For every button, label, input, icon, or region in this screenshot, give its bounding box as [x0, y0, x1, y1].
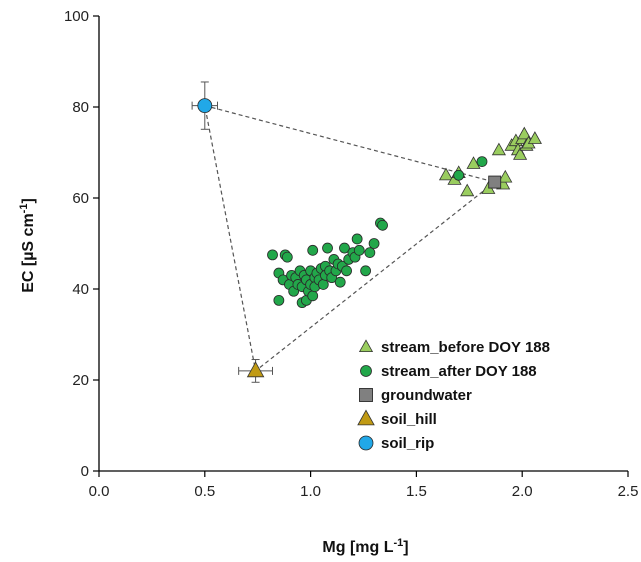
stream-after-point: [453, 169, 465, 181]
legend-marker-soil-hill: [357, 409, 375, 426]
stream-after-point: [339, 242, 350, 254]
stream-after-point: [341, 265, 352, 277]
stream-after-point: [281, 251, 293, 263]
legend-marker-stream-after: [360, 365, 372, 377]
stream-before-point: [438, 167, 454, 181]
stream-after-point: [307, 290, 319, 302]
y-axis-title: EC [µS cm-1]: [18, 198, 37, 293]
y-tick-label: 60: [72, 190, 89, 207]
stream-before-point: [466, 156, 481, 169]
legend-label: stream_after DOY 188: [381, 363, 537, 380]
mixing-triangle: [204, 104, 497, 372]
stream-after-point: [322, 242, 333, 254]
x-axis-title: Mg [mg L-1]: [322, 537, 408, 556]
stream-before-point: [498, 169, 513, 183]
stream-after-point: [267, 249, 278, 261]
stream-before-point: [491, 142, 506, 156]
y-tick-label: 40: [72, 281, 89, 298]
soil-rip-point: [197, 98, 213, 114]
stream-after-point: [377, 219, 388, 231]
x-tick-label: 1.5: [406, 483, 427, 500]
legend-marker-groundwater: [359, 388, 373, 402]
legend-marker-stream-before: [358, 339, 374, 353]
x-tick-label: 1.0: [300, 483, 321, 500]
stream-before-point: [527, 131, 542, 144]
legend-marker-soil-rip: [358, 435, 374, 451]
end-members: [191, 81, 502, 383]
legend-label: soil_hill: [381, 411, 437, 428]
legend: stream_before DOY 188 stream_after DOY 18…: [357, 339, 550, 452]
stream-after-point: [368, 238, 380, 249]
y-tick-label: 0: [81, 463, 89, 480]
legend-label: groundwater: [381, 387, 472, 404]
data-points: [267, 126, 542, 309]
stream-after-point: [273, 294, 285, 306]
stream-after-point: [364, 247, 376, 259]
stream-after-point: [334, 276, 346, 288]
stream-after-point: [353, 244, 365, 256]
stream-after-point: [317, 279, 329, 290]
legend-label: soil_rip: [381, 435, 434, 452]
stream-after-point: [307, 244, 319, 256]
x-tick-label: 0.5: [194, 483, 215, 500]
soil-hill-point: [246, 361, 265, 378]
x-tick-label: 2.0: [512, 483, 533, 500]
stream-after-point: [351, 233, 363, 245]
x-tick-label: 2.5: [618, 483, 639, 500]
stream-after-point: [476, 156, 488, 168]
axes: 0.0 0.5 1.0 1.5 2.0 2.5 0 20 40 60 80 100 Mg [mg L-1…: [18, 8, 638, 556]
stream-before-point: [513, 147, 528, 160]
y-tick-label: 100: [64, 8, 89, 25]
stream-after-point: [360, 265, 372, 277]
groundwater-point: [488, 175, 502, 189]
x-tick-label: 0.0: [89, 483, 110, 500]
legend-label: stream_before DOY 188: [381, 339, 550, 356]
stream-before-point: [460, 183, 475, 197]
y-tick-label: 80: [72, 99, 89, 116]
mixing-line: [204, 104, 497, 372]
y-tick-label: 20: [72, 372, 89, 389]
stream-before-point: [517, 126, 532, 140]
